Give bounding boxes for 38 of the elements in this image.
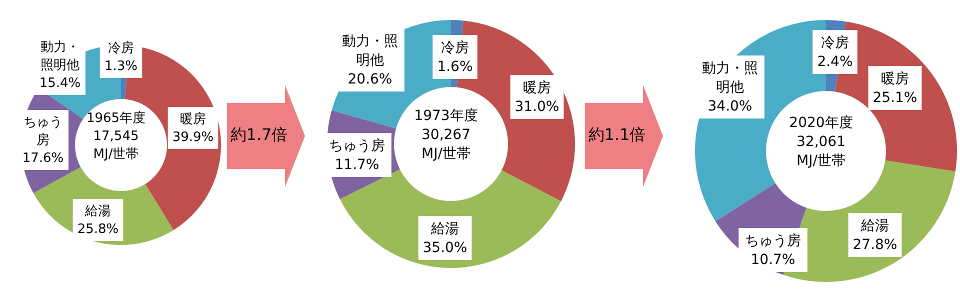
slice-label: 給湯 [860, 218, 889, 234]
slice-label: ちゅう房 [329, 138, 385, 154]
data-label: 1.6% [437, 59, 473, 75]
text: 1965年度 [86, 111, 146, 126]
slice-label: 冷房 [108, 40, 134, 56]
slice-label: 動力・照明他 [702, 60, 758, 96]
slice-label: 動力・照明他 [342, 34, 398, 68]
slice-label: ちゅう房 [24, 115, 62, 148]
data-label: 27.8% [852, 237, 898, 253]
data-label: 10.7% [750, 252, 796, 268]
slice-label: 暖房 [180, 111, 206, 127]
data-label: 2.4% [817, 54, 853, 70]
data-label: 1.3% [104, 59, 138, 74]
text: 2020年度 [788, 114, 854, 133]
slice-label: 暖房 [523, 80, 551, 96]
slice-label: 冷房 [821, 35, 849, 51]
data-label: 25.1% [872, 90, 918, 106]
data-label: 35.0% [422, 240, 468, 256]
data-label: 34.0% [708, 98, 752, 114]
data-label: 39.9% [172, 130, 214, 145]
text: 1973年度 [414, 108, 478, 124]
slice-label: 給湯 [84, 204, 111, 219]
text: 32,061 MJ/世帯 [796, 132, 846, 171]
data-label: 17.6% [22, 151, 64, 166]
slice-label: ちゅう房 [745, 233, 801, 249]
slice-label: 動力・照明他 [40, 40, 80, 73]
slice-label: 冷房 [441, 40, 469, 56]
data-label: 11.7% [334, 157, 380, 173]
data-label: 25.8% [77, 222, 119, 237]
data-label: 20.6% [348, 72, 392, 88]
text: 約1.1倍 [587, 125, 647, 146]
data-label: 31.0% [514, 99, 560, 115]
text: 17,545 MJ/世帯 [93, 129, 139, 162]
slice-label: 暖房 [881, 71, 909, 87]
text: 約1.7倍 [229, 125, 289, 146]
slice-label: 給湯 [430, 221, 459, 237]
data-label: 15.4% [39, 76, 81, 91]
text: 30,267 MJ/世帯 [422, 126, 470, 162]
